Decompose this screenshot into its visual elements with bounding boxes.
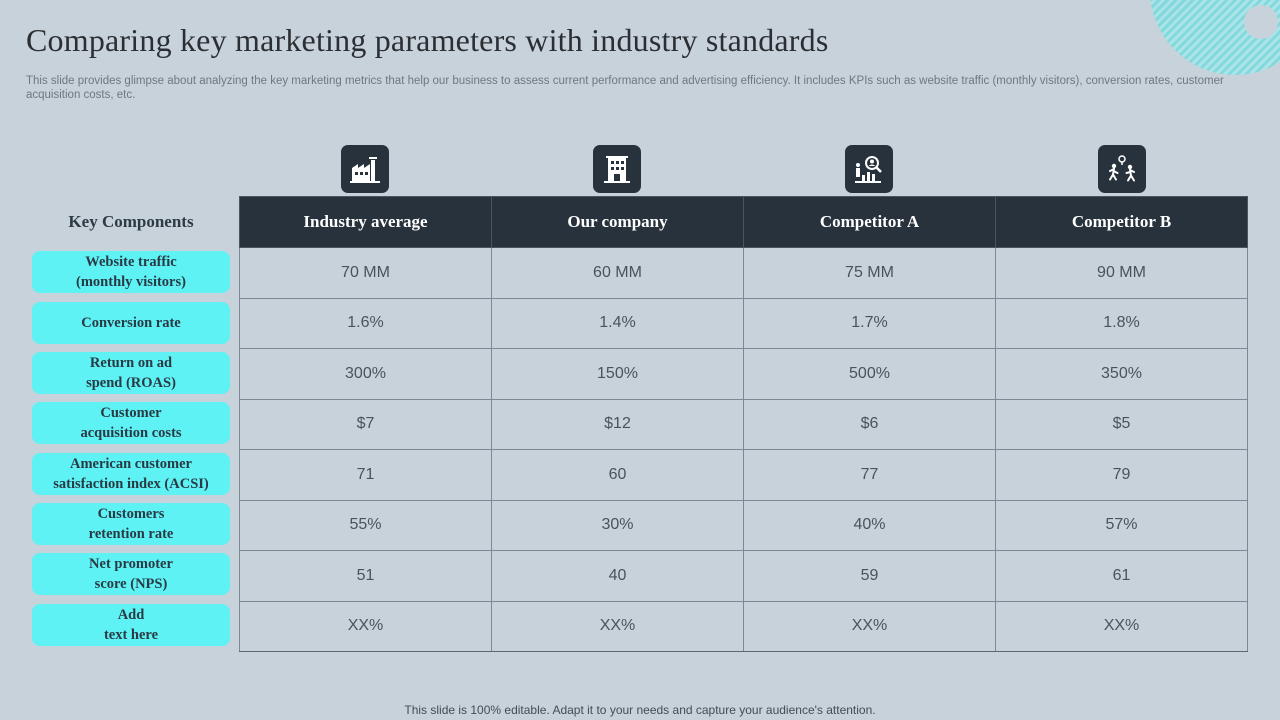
table-cell: XX% [491, 600, 744, 652]
row-label-acsi: American customer satisfaction index (AC… [32, 453, 230, 495]
table-cell: 71 [239, 449, 492, 501]
table-cell: $12 [491, 398, 744, 450]
table-cell: 1.4% [491, 297, 744, 349]
table-row: 71 60 77 79 [239, 449, 1248, 501]
table-cell: 40 [491, 550, 744, 602]
table-cell: 59 [743, 550, 996, 602]
table-row: XX% XX% XX% XX% [239, 600, 1248, 652]
table-cell: 350% [995, 348, 1248, 400]
table-cell: XX% [239, 600, 492, 652]
table-cell: 300% [239, 348, 492, 400]
factory-icon [341, 145, 389, 193]
table-row: 300% 150% 500% 350% [239, 348, 1248, 400]
table-cell: 40% [743, 499, 996, 551]
table-cell: $5 [995, 398, 1248, 450]
row-label-nps: Net promoter score (NPS) [32, 553, 230, 595]
table-cell: XX% [995, 600, 1248, 652]
row-label-add-text: Add text here [32, 604, 230, 646]
table-row: 1.6% 1.4% 1.7% 1.8% [239, 297, 1248, 349]
table-cell: 60 MM [491, 247, 744, 299]
column-header-our-company: Our company [491, 196, 744, 248]
table-cell: 55% [239, 499, 492, 551]
table-cell: 61 [995, 550, 1248, 602]
table-cell: 150% [491, 348, 744, 400]
slide-subtitle: This slide provides glimpse about analyz… [26, 75, 1224, 101]
key-components-header: Key Components [68, 212, 194, 231]
table-row: 70 MM 60 MM 75 MM 90 MM [239, 247, 1248, 299]
table-cell: 57% [995, 499, 1248, 551]
table-cell: 77 [743, 449, 996, 501]
table-cell: 500% [743, 348, 996, 400]
row-label-customer-retention-rate: Customers retention rate [32, 503, 230, 545]
table-cell: 75 MM [743, 247, 996, 299]
table-cell: 70 MM [239, 247, 492, 299]
slide-title: Comparing key marketing parameters with … [26, 22, 829, 58]
table-cell: 90 MM [995, 247, 1248, 299]
table-cell: 1.7% [743, 297, 996, 349]
table-cell: 79 [995, 449, 1248, 501]
table-cell: 1.8% [995, 297, 1248, 349]
table-cell: $7 [239, 398, 492, 450]
row-label-customer-acquisition-costs: Customer acquisition costs [32, 402, 230, 444]
column-header-competitor-a: Competitor A [743, 196, 996, 248]
table-row: 55% 30% 40% 57% [239, 499, 1248, 551]
row-label-website-traffic: Website traffic (monthly visitors) [32, 251, 230, 293]
market-analysis-icon [845, 145, 893, 193]
competing-runners-icon [1098, 145, 1146, 193]
table-cell: 1.6% [239, 297, 492, 349]
office-building-icon [593, 145, 641, 193]
table-cell: $6 [743, 398, 996, 450]
table-cell: 60 [491, 449, 744, 501]
column-header-competitor-b: Competitor B [995, 196, 1248, 248]
slide-footer: This slide is 100% editable. Adapt it to… [404, 703, 876, 717]
table-cell: 51 [239, 550, 492, 602]
table-cell: XX% [743, 600, 996, 652]
row-label-roas: Return on ad spend (ROAS) [32, 352, 230, 394]
table-header-row: Industry average Our company Competitor … [239, 196, 1248, 248]
table-cell: 30% [491, 499, 744, 551]
decorative-circle-hole [1244, 5, 1278, 39]
table-row: 51 40 59 61 [239, 550, 1248, 602]
row-label-conversion-rate: Conversion rate [32, 302, 230, 344]
comparison-table: Industry average Our company Competitor … [239, 196, 1248, 652]
table-row: $7 $12 $6 $5 [239, 398, 1248, 450]
column-header-industry-average: Industry average [239, 196, 492, 248]
